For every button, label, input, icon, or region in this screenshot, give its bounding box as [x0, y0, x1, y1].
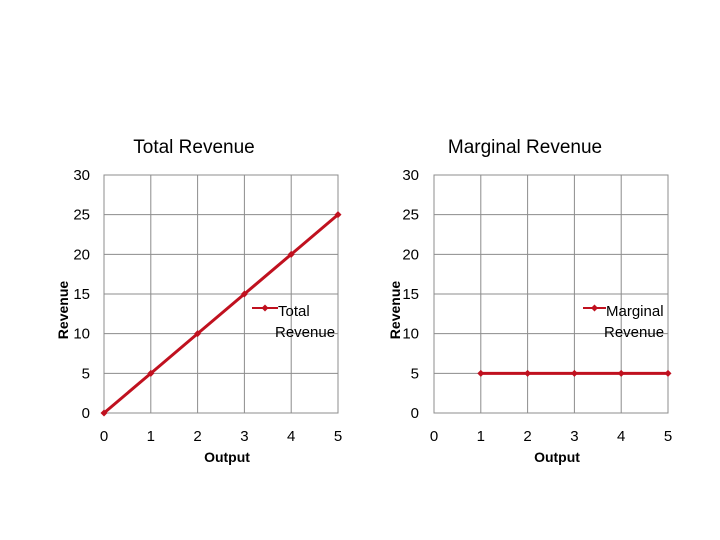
- y-tick-label: 30: [73, 167, 90, 184]
- data-point-marker: [100, 409, 108, 417]
- x-tick-label: 5: [334, 428, 342, 445]
- legend-label: Marginal Revenue: [604, 303, 664, 341]
- data-point-marker: [334, 211, 342, 219]
- y-tick-label: 5: [411, 365, 419, 382]
- y-tick-label: 25: [402, 207, 419, 224]
- plot-area: [103, 174, 339, 414]
- x-tick-label: 0: [430, 428, 438, 445]
- data-point-marker: [240, 290, 248, 298]
- y-tick-label: 20: [73, 246, 90, 263]
- x-tick-label: 2: [193, 428, 201, 445]
- y-tick-label: 15: [402, 286, 419, 303]
- x-tick-label: 0: [100, 428, 108, 445]
- legend: Marginal Revenue: [583, 303, 664, 341]
- data-point-marker: [524, 369, 532, 377]
- y-tick-label: 0: [411, 405, 419, 422]
- legend-marker: [591, 304, 598, 312]
- y-axis-label: Revenue: [387, 281, 403, 340]
- x-tick-label: 4: [617, 428, 625, 445]
- x-tick-label: 3: [240, 428, 248, 445]
- data-point-marker: [147, 369, 155, 377]
- y-tick-label: 0: [82, 405, 90, 422]
- chart-panel-2: Marginal Revenue 0 5 10 15 20 25 30 0 1 2 3 4 5 Output…: [387, 137, 672, 465]
- data-point-marker: [570, 369, 578, 377]
- y-tick-label: 10: [402, 326, 419, 343]
- chart-title: Marginal Revenue: [448, 137, 602, 158]
- plot-area: [433, 174, 669, 414]
- x-tick-label: 5: [664, 428, 672, 445]
- legend-label: Total Revenue: [275, 303, 335, 341]
- series-line: [103, 213, 339, 415]
- x-tick-label: 4: [287, 428, 295, 445]
- legend: Total Revenue: [252, 303, 335, 341]
- y-tick-label: 5: [82, 365, 90, 382]
- y-tick-label: 10: [73, 326, 90, 343]
- y-tick-label: 15: [73, 286, 90, 303]
- y-axis-label: Revenue: [55, 281, 71, 340]
- data-point-marker: [287, 250, 295, 258]
- x-tick-label: 1: [147, 428, 155, 445]
- y-tick-label: 25: [73, 207, 90, 224]
- x-axis-label: Output: [204, 449, 250, 465]
- x-tick-label: 3: [570, 428, 578, 445]
- chart-panel-1: Total Revenue 0 5 10 15 20 25 30 0 1 2 3 4 5 Output Rev…: [55, 137, 342, 465]
- x-tick-label: 2: [523, 428, 531, 445]
- y-tick-label: 20: [402, 246, 419, 263]
- data-point-marker: [194, 330, 202, 338]
- y-tick-label: 30: [402, 167, 419, 184]
- chart-title: Total Revenue: [133, 137, 254, 158]
- x-axis-label: Output: [534, 449, 580, 465]
- legend-marker: [261, 304, 269, 312]
- x-tick-label: 1: [477, 428, 485, 445]
- data-point-marker: [664, 369, 672, 377]
- data-point-marker: [617, 369, 625, 377]
- data-point-marker: [477, 369, 485, 377]
